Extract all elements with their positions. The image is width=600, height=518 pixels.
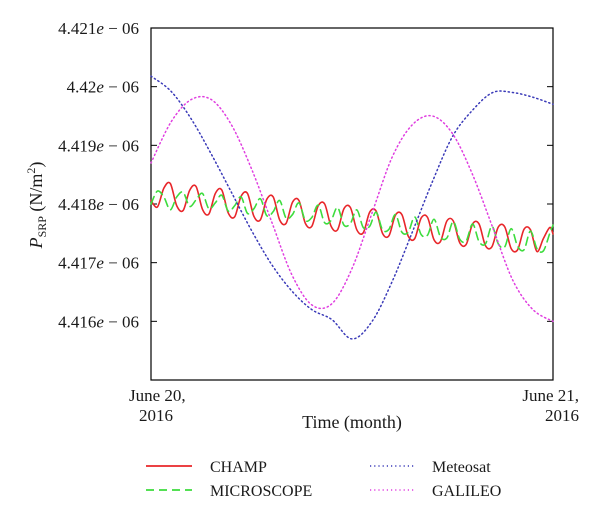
y-axis: 4.421e − 06 4.42e − 06 4.419e − 06 4.418e −…	[58, 19, 553, 331]
x-tick-label-line1: June 21,	[522, 386, 579, 405]
y-axis-label-sub: SRP	[35, 216, 49, 238]
x-tick-label-line2: 2016	[139, 406, 173, 425]
y-axis-label: PSRP (N/m2)	[24, 162, 49, 250]
y-tick-label: 4.42e − 06	[67, 78, 139, 97]
y-axis-label-unit: (N/m	[26, 174, 47, 217]
y-axis-label-exp: 2	[24, 168, 38, 174]
series-line-champ	[150, 181, 554, 253]
legend-label-champ: CHAMP	[210, 459, 267, 476]
legend-label-galileo: GALILEO	[432, 483, 501, 500]
plot-area	[150, 27, 554, 381]
x-axis-label: Time (month)	[302, 412, 402, 433]
series-line-galileo	[150, 95, 554, 323]
legend-label-microscope: MICROSCOPE	[210, 483, 312, 500]
legend-label-meteosat: Meteosat	[432, 459, 491, 476]
y-tick-label: 4.421e − 06	[58, 19, 139, 38]
y-axis-label-close: )	[26, 162, 47, 168]
series-line-meteosat	[150, 75, 554, 340]
y-tick-label: 4.419e − 06	[58, 136, 139, 155]
legend: CHAMP MICROSCOPE Meteosat GALILEO	[146, 459, 501, 500]
x-tick-label-line2: 2016	[545, 406, 579, 425]
series-line-microscope	[150, 190, 554, 253]
x-tick-label-line1: June 20,	[129, 386, 186, 405]
y-tick-label: 4.416e − 06	[58, 312, 139, 331]
y-tick-label: 4.418e − 06	[58, 195, 139, 214]
series-lines	[150, 75, 554, 340]
y-axis-label-main: P	[26, 237, 46, 249]
y-tick-label: 4.417e − 06	[58, 254, 139, 273]
